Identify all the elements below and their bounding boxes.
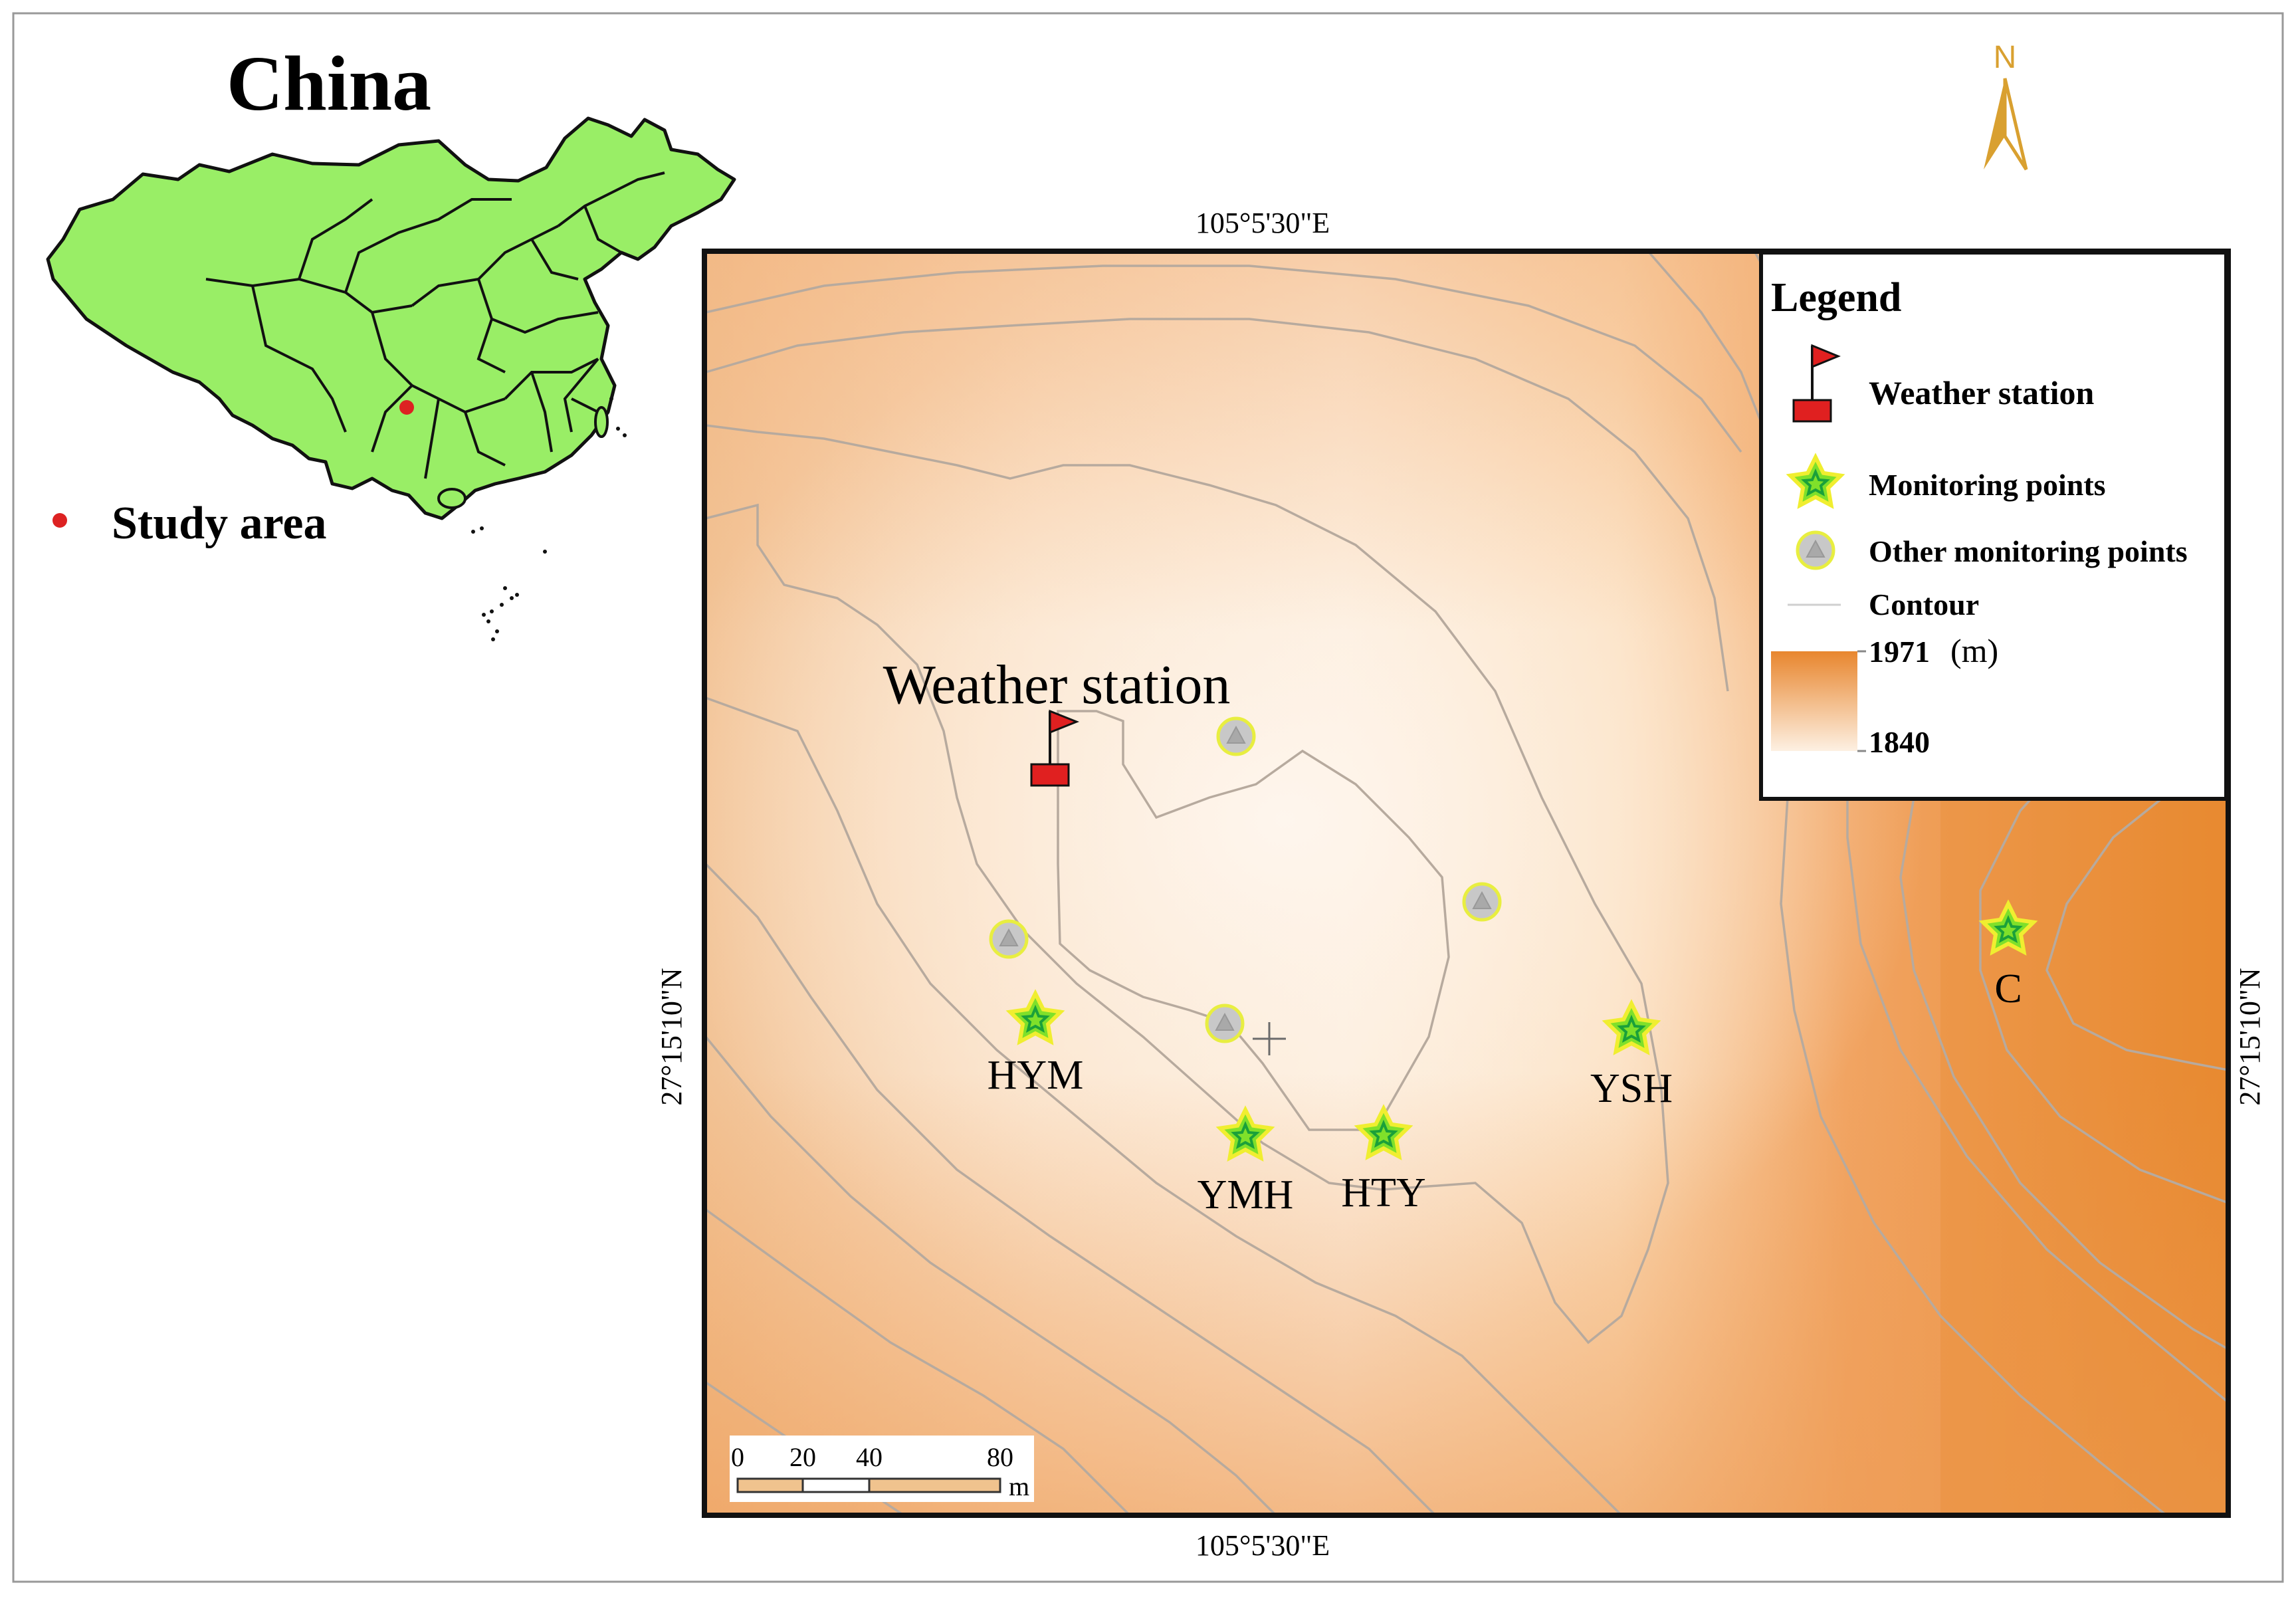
weather-station-callout: Weather station xyxy=(883,654,1231,716)
legend-contour-label: Contour xyxy=(1869,587,1979,621)
scale-tick-80: 80 xyxy=(987,1442,1013,1472)
scale-tick-0: 0 xyxy=(731,1442,744,1472)
map-border xyxy=(702,249,2231,1518)
south-sea-islands xyxy=(471,397,627,641)
study-area-label: Study area xyxy=(112,498,326,549)
site-label-ymh: YMH xyxy=(1198,1172,1294,1218)
province-boundaries xyxy=(205,171,665,479)
other-monitoring-point xyxy=(1205,1004,1245,1043)
other-monitoring-point xyxy=(1216,716,1256,756)
inset-title: China xyxy=(227,40,431,127)
legend-other-label: Other monitoring points xyxy=(1869,534,2188,568)
other-monitoring-point xyxy=(1462,882,1502,922)
legend-title: Legend xyxy=(1771,275,1901,320)
other-monitoring-point xyxy=(989,919,1029,959)
study-area-marker xyxy=(399,400,414,415)
legend-monitoring-star-icon xyxy=(1786,453,1845,509)
north-arrow-left xyxy=(1984,78,2005,169)
right-latitude-label: 27°15'10"N xyxy=(2234,968,2266,1105)
study-area-legend-dot xyxy=(52,513,67,528)
site-label-hym: HYM xyxy=(988,1053,1084,1098)
legend-monitoring-label: Monitoring points xyxy=(1869,468,2106,502)
left-latitude-label: 27°15'10"N xyxy=(655,968,688,1105)
legend-weather-station-icon xyxy=(1792,344,1841,423)
weather-station-marker xyxy=(1030,709,1080,787)
monitoring-points: HYM YMH HTY YSH C xyxy=(988,899,2038,1218)
north-arrow-right xyxy=(2003,78,2028,171)
scale-bar: 0 20 40 80 m xyxy=(730,1436,1034,1502)
legend-weather-station-label: Weather station xyxy=(1869,374,2095,411)
legend-other-point-icon xyxy=(1796,530,1835,570)
legend-elevation-ramp xyxy=(1771,651,1857,751)
site-label-hty: HTY xyxy=(1341,1170,1425,1216)
north-arrow: N xyxy=(1984,40,2028,171)
top-longitude-label: 105°5'30"E xyxy=(1196,207,1330,239)
site-label-ysh: YSH xyxy=(1590,1066,1673,1111)
monitoring-point-ysh xyxy=(1602,999,1661,1055)
monitoring-point-c xyxy=(1978,899,2038,956)
north-label: N xyxy=(1994,40,2017,75)
scale-tick-20: 20 xyxy=(789,1442,816,1472)
monitoring-point-hym xyxy=(1005,989,1065,1045)
monitoring-point-ymh xyxy=(1215,1105,1275,1162)
taiwan-island xyxy=(594,406,609,438)
legend-elevation-max: 1971 xyxy=(1869,635,1930,669)
legend: Legend Weather station Monitoring points… xyxy=(1759,251,2228,801)
map-center-crosshair xyxy=(1253,1022,1286,1055)
legend-elevation-unit: (m) xyxy=(1950,632,1998,669)
other-monitoring-points xyxy=(989,716,1502,1043)
hainan-island xyxy=(437,488,467,509)
monitoring-point-hty xyxy=(1354,1104,1413,1160)
legend-elevation-min: 1840 xyxy=(1869,725,1930,759)
scale-tick-40: 40 xyxy=(856,1442,883,1472)
scale-unit: m xyxy=(1009,1471,1029,1501)
bottom-longitude-label: 105°5'30"E xyxy=(1196,1529,1330,1562)
china-inset: China xyxy=(46,40,736,641)
site-label-c: C xyxy=(1994,966,2022,1012)
china-map-shape xyxy=(46,116,736,520)
